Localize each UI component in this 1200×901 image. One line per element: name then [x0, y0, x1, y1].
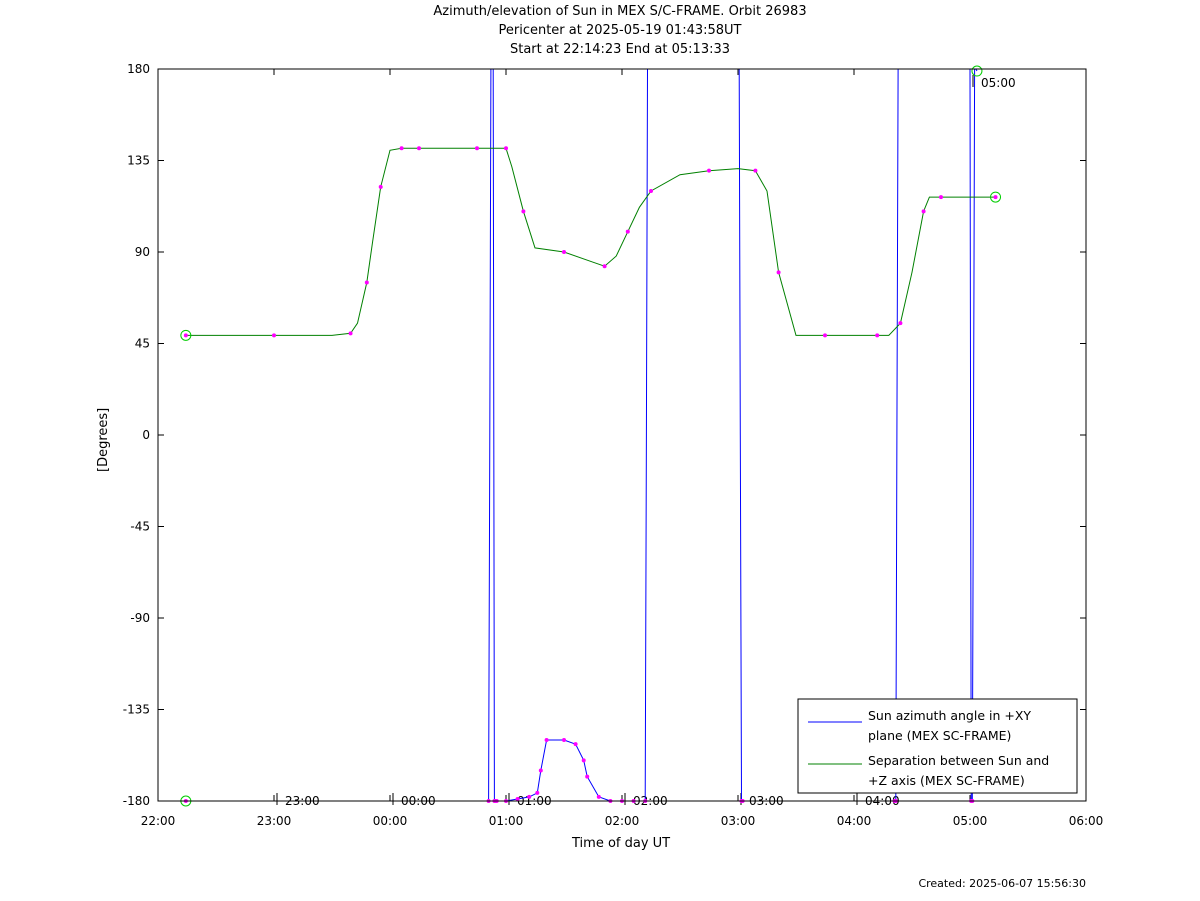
y-tick-label: 180: [127, 62, 150, 76]
separation-point-marker: [272, 333, 276, 338]
azimuth-series-line: [185, 68, 978, 802]
legend-entry-separation-line1: Separation between Sun and: [868, 753, 1049, 768]
chart-title-line-2: Pericenter at 2025-05-19 01:43:58UT: [498, 23, 742, 38]
separation-series-line: [185, 147, 996, 336]
x-axis-label: Time of day UT: [572, 836, 671, 851]
azimuth-point-marker: [527, 794, 532, 799]
created-timestamp: Created: 2025-06-07 15:56:30: [918, 877, 1086, 890]
start-end-circle: [971, 65, 983, 77]
separation-point-marker: [348, 331, 353, 336]
x-tick-label: 23:00: [257, 814, 292, 828]
azimuth-point-marker: [562, 738, 566, 742]
separation-point-marker: [993, 195, 998, 200]
azimuth-point-marker: [573, 742, 578, 747]
y-tick-label: -135: [123, 703, 150, 717]
azimuth-point-marker: [581, 758, 586, 763]
azimuth-point-marker: [585, 774, 590, 779]
y-tick-label: -45: [130, 520, 150, 534]
separation-point-marker: [753, 168, 758, 173]
separation-point-marker: [939, 195, 943, 200]
azimuth-point-marker: [544, 738, 549, 742]
separation-point-marker: [875, 333, 880, 338]
x-tick-label: 02:00: [605, 814, 640, 828]
separation-point-marker: [562, 250, 566, 254]
separation-point-marker: [649, 189, 653, 193]
x-tick-label: 00:00: [373, 814, 408, 828]
y-tick-label: -180: [123, 794, 150, 808]
azimuth-point-marker: [538, 768, 543, 773]
x-tick-label: 06:00: [1069, 814, 1104, 828]
x-tick-label: 22:00: [141, 814, 176, 828]
azimuth-point-marker: [596, 794, 601, 799]
separation-point-marker: [378, 184, 383, 189]
x-tick-label: 05:00: [953, 814, 988, 828]
separation-point-marker: [625, 229, 630, 234]
separation-point-marker: [776, 270, 781, 275]
start-end-circle: [990, 191, 1002, 203]
chart-title-line-3: Start at 22:14:23 End at 05:13:33: [509, 42, 731, 57]
azimuth-point-marker: [535, 790, 540, 795]
y-tick-label: 90: [135, 245, 150, 259]
y-tick-label: -90: [130, 611, 150, 625]
legend-box: [797, 698, 1078, 794]
separation-point-marker: [417, 146, 421, 151]
separation-point-marker: [823, 333, 827, 338]
separation-point-marker: [921, 209, 926, 214]
y-tick-label: 0: [142, 428, 150, 442]
x-tick-label: 04:00: [837, 814, 872, 828]
start-end-circle: [180, 329, 192, 341]
separation-point-marker: [399, 146, 404, 151]
separation-point-marker: [898, 321, 903, 326]
x-tick-label: 01:00: [489, 814, 524, 828]
legend-entry-azimuth-line2: plane (MEX SC-FRAME): [868, 728, 1011, 743]
separation-point-marker: [475, 146, 479, 151]
plot-frame: [157, 68, 1087, 802]
separation-point-marker: [602, 264, 607, 269]
y-tick-label: 45: [135, 337, 150, 351]
legend: Sun azimuth angle in +XY plane (MEX SC-F…: [797, 698, 1078, 794]
azimuth-point-marker: [515, 796, 520, 801]
legend-entry-separation-line2: +Z axis (MEX SC-FRAME): [868, 773, 1025, 788]
chart-title-line-1: Azimuth/elevation of Sun in MEX S/C-FRAM…: [433, 4, 807, 19]
y-tick-label: 135: [127, 154, 150, 168]
separation-point-marker: [521, 209, 526, 214]
legend-entry-azimuth-line1: Sun azimuth angle in +XY: [868, 708, 1031, 723]
separation-point-marker: [707, 168, 711, 173]
hour-mark-label: 05:00: [981, 76, 1016, 90]
separation-point-marker: [183, 333, 188, 338]
separation-point-marker: [364, 280, 369, 285]
y-axis-label: [Degrees]: [96, 407, 111, 472]
separation-point-marker: [504, 146, 508, 151]
x-tick-label: 03:00: [721, 814, 756, 828]
